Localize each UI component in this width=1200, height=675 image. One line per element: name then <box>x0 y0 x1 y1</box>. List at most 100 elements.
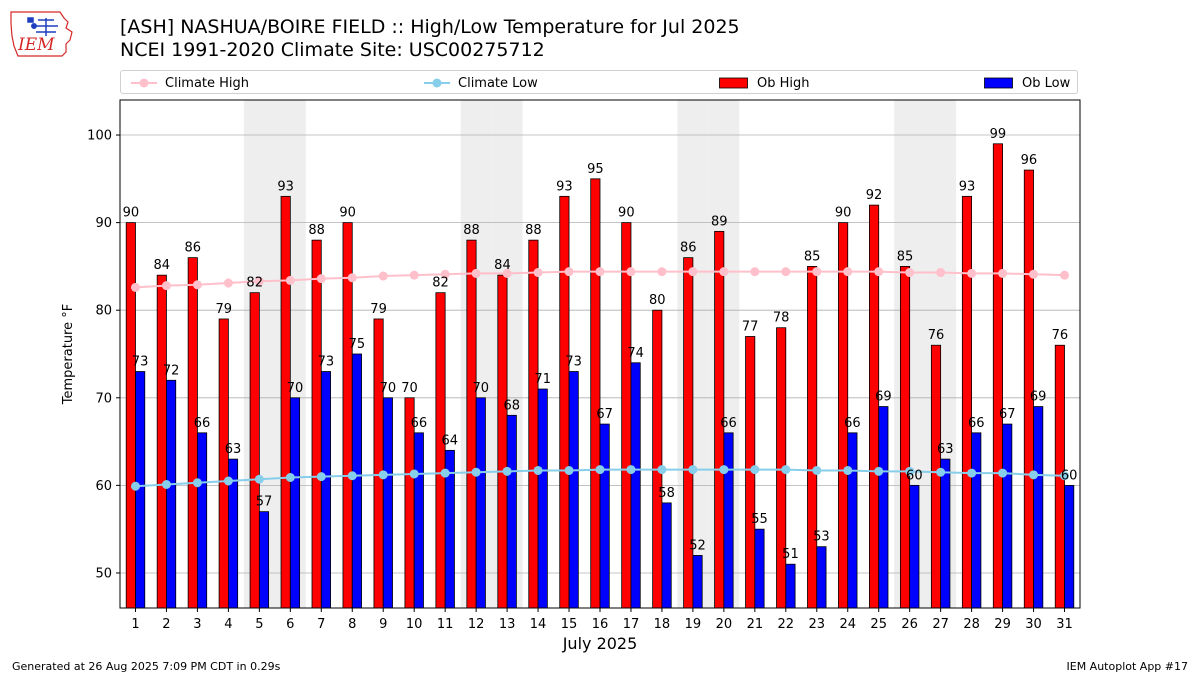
ob-low-value-label: 63 <box>937 442 954 457</box>
ob-high-value-label: 95 <box>587 162 604 177</box>
ob-low-value-label: 52 <box>689 538 706 553</box>
ob-high-bar <box>807 266 818 609</box>
chart-title: [ASH] NASHUA/BOIRE FIELD :: High/Low Tem… <box>120 16 740 38</box>
ob-low-value-label: 66 <box>720 416 737 431</box>
x-tick-label: 12 <box>468 617 485 632</box>
ob-low-value-label: 57 <box>256 495 273 510</box>
legend-label-climate-high: Climate High <box>165 75 250 91</box>
climate-low-point <box>285 472 295 482</box>
climate-low-point <box>223 476 233 486</box>
ob-low-value-label: 71 <box>534 372 551 387</box>
ob-low-value-label: 72 <box>163 363 180 378</box>
chart-legend: Climate High Climate Low Ob High Ob Low <box>120 70 1078 94</box>
climate-low-point <box>254 474 264 484</box>
ob-low-bar <box>1064 484 1075 609</box>
ob-high-bar <box>218 318 229 609</box>
y-tick-label: 80 <box>95 304 112 319</box>
climate-low-point <box>936 467 946 477</box>
ob-low-bar <box>537 388 548 609</box>
ob-high-bar <box>683 257 694 609</box>
chart-subtitle: NCEI 1991-2020 Climate Site: USC00275712 <box>120 39 545 61</box>
climate-high-point <box>781 267 791 277</box>
ob-high-value-label: 88 <box>463 223 480 238</box>
ob-low-bar <box>940 458 951 609</box>
ob-high-bar <box>930 344 942 609</box>
ob-high-bar <box>156 274 167 609</box>
ob-low-value-label: 55 <box>751 512 768 527</box>
ob-high-value-label: 93 <box>959 179 976 194</box>
ob-high-value-label: 90 <box>339 206 356 221</box>
ob-low-value-label: 70 <box>380 381 397 396</box>
x-tick-label: 31 <box>1056 617 1073 632</box>
legend-item-climate-low: Climate Low <box>424 74 538 92</box>
climate-high-point <box>409 270 419 280</box>
ob-high-bar <box>559 195 570 609</box>
ob-low-value-label: 60 <box>1061 468 1078 483</box>
ob-high-bar <box>961 195 973 609</box>
ob-low-bar <box>692 555 703 609</box>
climate-low-point <box>1060 471 1070 481</box>
climate-high-point <box>657 267 667 277</box>
climate-low-line-marker <box>424 78 450 88</box>
legend-item-ob-low: Ob Low <box>984 74 1070 92</box>
ob-high-bar <box>187 257 198 609</box>
x-tick-label: 11 <box>437 617 454 632</box>
x-tick-label: 22 <box>778 617 795 632</box>
ob-low-bar <box>971 432 982 609</box>
climate-high-point <box>688 267 698 277</box>
ob-high-bar <box>621 222 632 609</box>
y-tick-label: 60 <box>95 479 112 494</box>
ob-high-value-label: 88 <box>308 223 325 238</box>
climate-low-point <box>719 465 729 475</box>
ob-low-bar <box>723 432 734 609</box>
climate-high-point <box>843 267 853 277</box>
x-tick-label: 6 <box>286 617 294 632</box>
x-tick-label: 24 <box>839 617 856 632</box>
climate-high-point <box>998 268 1008 278</box>
climate-low-point <box>812 465 822 475</box>
x-tick-label: 4 <box>224 617 232 632</box>
app-credit: IEM Autoplot App #17 <box>1066 660 1189 673</box>
x-tick-label: 23 <box>809 617 826 632</box>
iem-logo: IEM <box>10 11 73 57</box>
ob-low-value-label: 70 <box>287 381 304 396</box>
climate-low-point <box>657 465 667 475</box>
ob-low-value-label: 70 <box>473 381 490 396</box>
ob-low-bar <box>1002 423 1013 609</box>
ob-low-value-label: 53 <box>813 530 830 545</box>
x-tick-label: 1 <box>131 617 139 632</box>
x-tick-label: 7 <box>317 617 325 632</box>
ob-high-value-label: 79 <box>370 302 387 317</box>
ob-low-bar <box>475 397 486 609</box>
x-tick-label: 13 <box>499 617 516 632</box>
climate-high-point <box>533 268 543 278</box>
ob-high-value-label: 82 <box>246 276 263 291</box>
ob-high-value-label: 76 <box>928 328 945 343</box>
climate-low-point <box>688 465 698 475</box>
climate-low-point <box>533 465 543 475</box>
ob-low-bar <box>754 528 765 609</box>
legend-item-climate-high: Climate High <box>131 74 249 92</box>
ob-high-value-label: 85 <box>804 249 821 264</box>
climate-high-point <box>626 267 636 277</box>
climate-high-point <box>719 267 729 277</box>
x-tick-label: 14 <box>530 617 547 632</box>
ob-low-bar <box>909 484 920 609</box>
climate-low-point <box>595 465 605 475</box>
legend-item-ob-high: Ob High <box>719 74 810 92</box>
climate-low-point <box>1029 470 1039 480</box>
climate-low-point <box>998 468 1008 478</box>
generated-timestamp: Generated at 26 Aug 2025 7:09 PM CDT in … <box>12 660 281 673</box>
temperature-chart: 5060708090100907384728666796382579370887… <box>61 99 1081 653</box>
ob-low-value-label: 66 <box>411 416 428 431</box>
ob-low-value-label: 64 <box>442 433 459 448</box>
x-tick-label: 15 <box>561 617 578 632</box>
ob-low-value-label: 66 <box>844 416 861 431</box>
ob-low-bar <box>197 432 208 609</box>
ob-high-value-label: 93 <box>277 179 294 194</box>
ob-low-bar <box>785 563 796 609</box>
ob-low-bar <box>166 379 177 609</box>
ob-high-value-label: 80 <box>649 293 666 308</box>
x-tick-label: 10 <box>406 617 423 632</box>
ob-high-bar <box>652 309 663 609</box>
